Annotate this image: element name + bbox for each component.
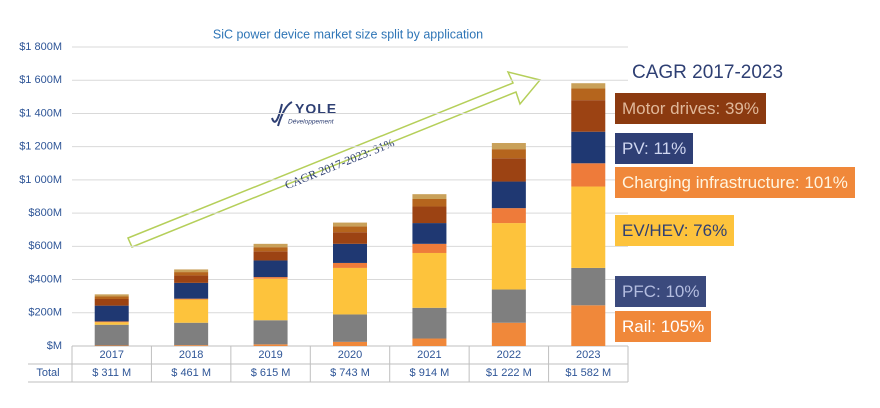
legend-item: Rail: 105%: [615, 311, 712, 342]
bar-segment: [94, 324, 129, 346]
y-tick-label: $1 400M: [19, 107, 62, 119]
bar-segment: [94, 321, 129, 323]
bar-segment: [174, 282, 209, 299]
bar-segment: [491, 181, 526, 209]
bar-segment: [333, 226, 367, 233]
bar-segment: [333, 267, 367, 315]
total-value: $ 311 M: [92, 367, 131, 379]
bar-segment: [412, 338, 447, 346]
logo-mark: [271, 101, 293, 127]
legend-item: Motor drives: 39%: [615, 93, 766, 124]
bar-segment: [412, 307, 447, 339]
bar-segment: [412, 243, 447, 253]
x-tick-label: 2018: [179, 349, 203, 361]
bar-segment: [253, 251, 288, 261]
total-value: $ 461 M: [171, 367, 211, 379]
bar-segment: [571, 305, 606, 346]
y-tick-label: $1 000M: [19, 174, 62, 186]
bar-segment: [174, 345, 209, 346]
total-value: $ 914 M: [410, 367, 450, 379]
total-value: $ 743 M: [330, 367, 370, 379]
bar-segment: [94, 305, 129, 322]
bar-segment: [174, 272, 209, 276]
y-tick-label: $1 200M: [19, 141, 62, 153]
y-tick-label: $200M: [28, 307, 62, 319]
y-tick-label: $1 800M: [19, 41, 62, 53]
bar-segment: [491, 143, 526, 150]
bar-segment: [253, 320, 288, 345]
bar-segment: [571, 131, 606, 164]
bar-segment: [491, 289, 526, 323]
y-tick-label: $800M: [28, 207, 62, 219]
bar-segment: [253, 278, 288, 321]
y-tick-label: $1 600M: [19, 74, 62, 86]
bar-segment: [333, 243, 367, 263]
total-value: $1 582 M: [565, 367, 611, 379]
bar-segment: [253, 247, 288, 252]
cagr-annotation: CAGR 2017-2023: 31%: [283, 135, 396, 192]
legend-title: CAGR 2017-2023: [632, 62, 783, 83]
bar-segment: [412, 198, 447, 207]
bar-segment: [571, 100, 606, 132]
x-tick-label: 2020: [338, 349, 362, 361]
bar-segment: [94, 322, 129, 325]
total-label: Total: [36, 367, 59, 379]
logo-subtitle: Développement: [288, 119, 335, 126]
bar-segment: [571, 88, 606, 101]
bar-segment: [571, 163, 606, 187]
bar-segment: [412, 194, 447, 199]
bar-segment: [94, 296, 129, 299]
bar-segment: [253, 260, 288, 278]
total-value: $1 222 M: [486, 367, 532, 379]
x-tick-label: 2023: [576, 349, 600, 361]
logo-name: YOLE: [295, 101, 337, 117]
legend-item: Charging infrastructure: 101%: [615, 167, 855, 198]
bar-segment: [333, 262, 367, 268]
bar-segment: [253, 277, 288, 279]
bar-segment: [491, 158, 526, 182]
legend-item: PFC: 10%: [615, 276, 707, 307]
bar-segment: [174, 269, 209, 273]
bar-segment: [94, 298, 129, 306]
x-tick-label: 2021: [417, 349, 441, 361]
bar-segment: [174, 275, 209, 283]
total-value: $ 615 M: [251, 367, 291, 379]
legend-item: EV/HEV: 76%: [615, 215, 735, 246]
bar-segment: [174, 322, 209, 346]
bar-segment: [412, 223, 447, 244]
cagr-arrow: [126, 70, 542, 248]
chart-title: SiC power device market size split by ap…: [213, 27, 483, 41]
y-tick-label: $600M: [28, 240, 62, 252]
bar-segment: [571, 267, 606, 306]
bar-segment: [333, 314, 367, 342]
bar-segment: [333, 232, 367, 244]
bar-segment: [491, 208, 526, 224]
bar-segment: [253, 243, 288, 248]
bar-segment: [174, 298, 209, 300]
bar-segment: [491, 322, 526, 346]
bar-segment: [412, 206, 447, 224]
bar-segment: [333, 341, 367, 346]
y-tick-label: $M: [47, 340, 62, 352]
y-tick-label: $400M: [28, 273, 62, 285]
bar-segment: [94, 294, 129, 297]
legend-item: PV: 11%: [615, 133, 694, 164]
x-tick-label: 2017: [99, 349, 123, 361]
bar-segment: [571, 83, 606, 89]
bar-segment: [412, 252, 447, 308]
bar-segment: [253, 344, 288, 346]
bar-segment: [491, 223, 526, 290]
bar-segment: [571, 186, 606, 268]
x-tick-label: 2022: [497, 349, 521, 361]
bar-segment: [174, 299, 209, 323]
x-tick-label: 2019: [258, 349, 282, 361]
bar-segment: [491, 149, 526, 159]
bar-segment: [333, 222, 367, 227]
